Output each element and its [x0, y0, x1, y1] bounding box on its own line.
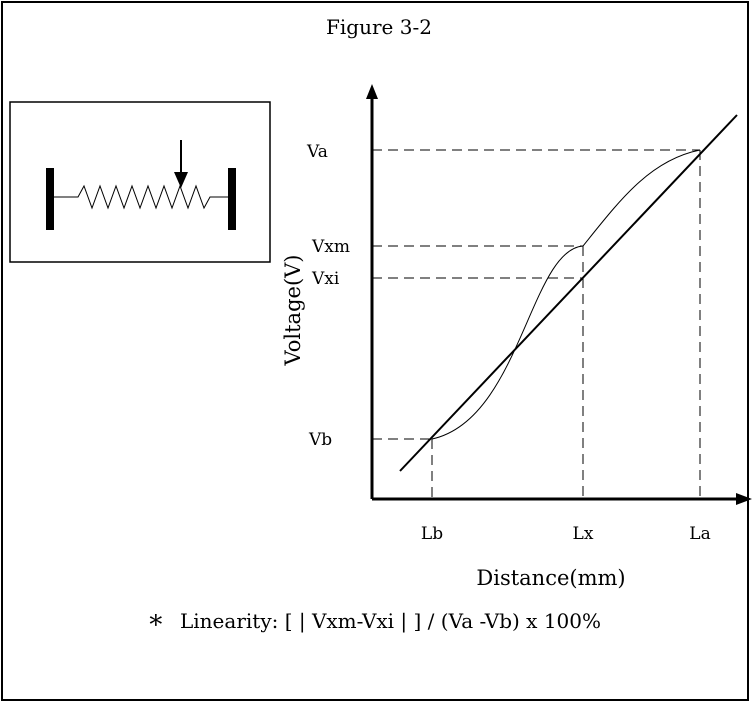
actual-response-curve: [431, 149, 701, 440]
x-tick-lx: Lx: [573, 524, 594, 544]
figure-svg: Figure 3-2 Va Vxm Vxi Vb Lb Lx: [9, 15, 752, 635]
formula-text: Linearity: [ | Vxm-Vxi | ] / (Va -Vb) x …: [180, 609, 601, 634]
x-tick-lb: Lb: [421, 524, 443, 544]
ideal-linear-line: [399, 114, 738, 472]
y-axis-label: Voltage(V): [281, 255, 305, 367]
formula-star: ∗: [147, 605, 165, 635]
guide-lines: [372, 149, 701, 499]
potentiometer-icon: [9, 101, 271, 263]
x-axis-label: Distance(mm): [476, 566, 625, 590]
figure-title: Figure 3-2: [326, 15, 432, 39]
y-tick-vb: Vb: [308, 430, 332, 450]
y-tick-vxm: Vxm: [311, 237, 350, 257]
y-tick-vxi: Vxi: [311, 269, 340, 289]
x-tick-la: La: [689, 524, 710, 544]
y-tick-va: Va: [306, 142, 328, 162]
chart-axes: [366, 84, 752, 505]
